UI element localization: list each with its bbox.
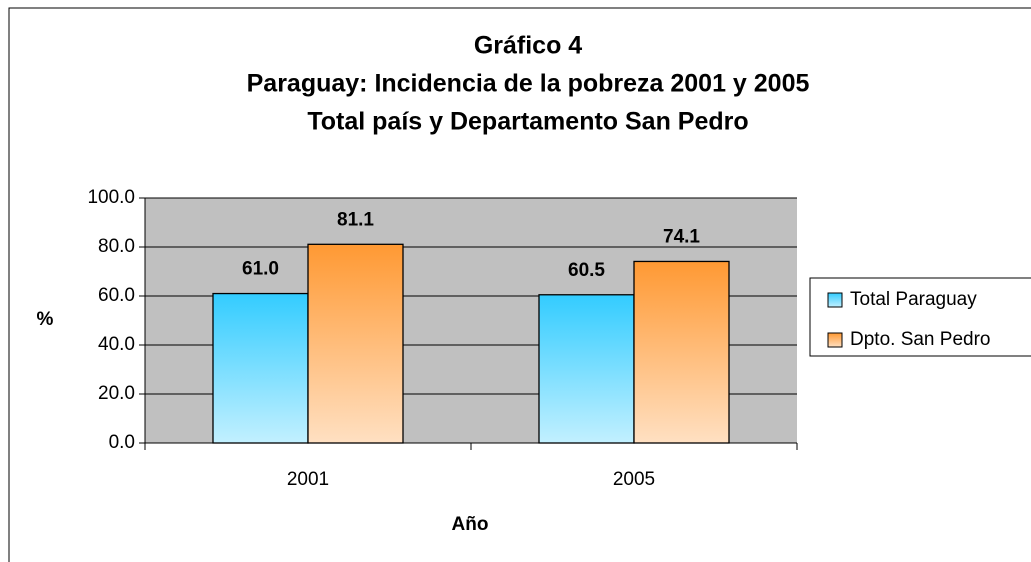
bar [538, 294, 635, 444]
y-tick-label: 0.0 [109, 432, 135, 453]
chart-title: Total país y Departamento San Pedro [307, 108, 748, 136]
legend-label: Total Paraguay [850, 289, 977, 310]
y-tick-label: 100.0 [87, 187, 135, 208]
x-tick-label: 2001 [287, 469, 329, 490]
x-tick-label: 2005 [613, 469, 655, 490]
y-tick-label: 40.0 [98, 334, 135, 355]
data-label: 81.1 [337, 209, 374, 230]
legend-swatch [827, 292, 843, 308]
bar [212, 292, 309, 444]
legend [809, 277, 1031, 357]
y-axis-label: % [37, 309, 54, 330]
data-label: 74.1 [663, 226, 700, 247]
legend-label: Dpto. San Pedro [850, 329, 990, 350]
legend-swatch [827, 332, 843, 348]
data-label: 61.0 [242, 259, 279, 280]
y-tick-label: 60.0 [98, 285, 135, 306]
data-label: 60.5 [568, 260, 605, 281]
bar [307, 243, 404, 444]
chart-title: Paraguay: Incidencia de la pobreza 2001 … [247, 70, 810, 98]
y-tick-label: 80.0 [98, 236, 135, 257]
x-axis-label: Año [452, 514, 489, 535]
chart-title: Gráfico 4 [474, 32, 582, 60]
bar [633, 260, 730, 444]
y-tick-label: 20.0 [98, 383, 135, 404]
